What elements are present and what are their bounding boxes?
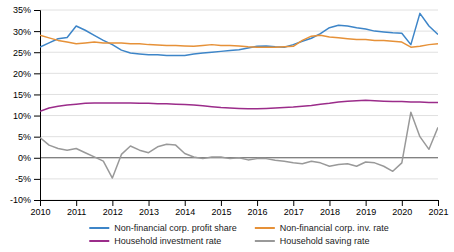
y-tick: 20%: [13, 69, 40, 79]
x-tick: 2010: [30, 200, 50, 217]
x-tick: 2011: [67, 200, 86, 217]
x-tick-label: 2016: [248, 207, 268, 217]
legend-label: Non-financial corp. inv. rate: [280, 223, 389, 233]
x-tick-label: 2021: [428, 207, 448, 217]
x-tick: 2017: [284, 200, 304, 217]
legend-swatch: [89, 240, 109, 242]
x-tick-mark: [293, 200, 294, 206]
legend-swatch: [255, 227, 275, 229]
grid-line: [40, 52, 438, 53]
y-tick-mark: [34, 73, 40, 74]
grid-line: [40, 178, 438, 179]
legend-label: Household saving rate: [280, 236, 370, 246]
y-tick: 15%: [13, 90, 40, 100]
x-axis: 2010 2011 2012 2013 2014 2015 2016 2017 2018 2019…: [30, 200, 448, 217]
y-tick-label: 15%: [13, 90, 31, 100]
x-tick-label: 2020: [392, 207, 412, 217]
chart: 2010 2011 2012 2013 2014 2015 2016 2017 2018 2019…: [0, 0, 454, 252]
y-tick-label: 20%: [13, 69, 31, 79]
legend-item: Household saving rate: [255, 236, 370, 246]
y-tick-mark: [34, 94, 40, 95]
x-tick-label: 2011: [67, 207, 86, 217]
grid-line: [40, 136, 438, 137]
y-tick: 30%: [13, 26, 40, 36]
x-tick-mark: [438, 200, 439, 206]
y-tick-mark: [34, 116, 40, 117]
y-tick-label: 30%: [13, 26, 31, 36]
y-tick: 35%: [13, 5, 40, 15]
x-tick-mark: [221, 200, 222, 206]
series-line: [40, 35, 438, 47]
series-line: [40, 112, 438, 178]
x-tick-mark: [329, 200, 330, 206]
y-tick: 5%: [18, 132, 40, 142]
x-tick-label: 2012: [103, 207, 123, 217]
x-tick-label: 2015: [211, 207, 231, 217]
y-tick-label: -5%: [15, 174, 31, 184]
grid: [40, 10, 438, 200]
legend-item: Non-financial corp. profit share: [89, 223, 237, 233]
y-tick-label: 0%: [18, 153, 31, 163]
x-tick-mark: [149, 200, 150, 206]
y-tick-label: 10%: [13, 111, 31, 121]
x-tick-mark: [185, 200, 186, 206]
y-tick-mark: [34, 158, 40, 159]
x-tick-mark: [257, 200, 258, 206]
grid-line: [40, 10, 438, 11]
y-tick: -5%: [15, 174, 40, 184]
x-tick: 2013: [139, 200, 159, 217]
x-tick-mark: [112, 200, 113, 206]
x-tick: 2012: [103, 200, 123, 217]
x-tick-mark: [402, 200, 403, 206]
x-tick: 2019: [356, 200, 376, 217]
y-tick-mark: [34, 52, 40, 53]
y-tick-label: 25%: [13, 48, 31, 58]
y-tick-label: 5%: [18, 132, 31, 142]
y-tick: 25%: [13, 48, 40, 58]
y-tick: 0%: [18, 153, 40, 163]
x-tick-label: 2019: [356, 207, 376, 217]
x-tick: 2015: [211, 200, 231, 217]
x-tick-label: 2013: [139, 207, 159, 217]
legend-item: Household investment rate: [89, 236, 221, 246]
x-tick: 2016: [248, 200, 268, 217]
x-tick: 2014: [175, 200, 195, 217]
legend-label: Non-financial corp. profit share: [114, 223, 237, 233]
y-tick-mark: [34, 179, 40, 180]
series-line: [40, 100, 438, 111]
grid-line: [40, 94, 438, 95]
grid-line: [40, 73, 438, 74]
y-tick: 10%: [13, 111, 40, 121]
legend-swatch: [89, 227, 109, 229]
legend-label: Household investment rate: [114, 236, 221, 246]
x-tick-label: 2017: [284, 207, 304, 217]
x-tick: 2018: [320, 200, 340, 217]
plot-area: [40, 13, 438, 178]
y-tick-mark: [34, 31, 40, 32]
x-tick-label: 2010: [30, 207, 50, 217]
y-tick: -10%: [10, 195, 40, 205]
legend: Non-financial corp. profit share Non-fina…: [89, 223, 388, 246]
x-tick-label: 2014: [175, 207, 195, 217]
legend-swatch: [255, 240, 275, 242]
x-tick-mark: [76, 200, 77, 206]
x-tick-mark: [366, 200, 367, 206]
y-tick-label: 35%: [13, 5, 31, 15]
x-tick-label: 2018: [320, 207, 340, 217]
y-axis-line: [34, 11, 41, 201]
x-tick: 2020: [392, 200, 412, 217]
y-tick-label: -10%: [10, 195, 31, 205]
x-axis-line: [41, 201, 439, 207]
grid-line: [40, 115, 438, 116]
y-tick-mark: [34, 137, 40, 138]
y-axis: -10% -5% 0% 5% 10% 15% 20% 25% 30% 35%: [10, 5, 41, 205]
x-tick: 2021: [428, 200, 448, 217]
y-tick-mark: [34, 10, 40, 11]
legend-item: Non-financial corp. inv. rate: [255, 223, 389, 233]
series-line: [40, 13, 438, 55]
y-tick-mark: [34, 200, 40, 201]
